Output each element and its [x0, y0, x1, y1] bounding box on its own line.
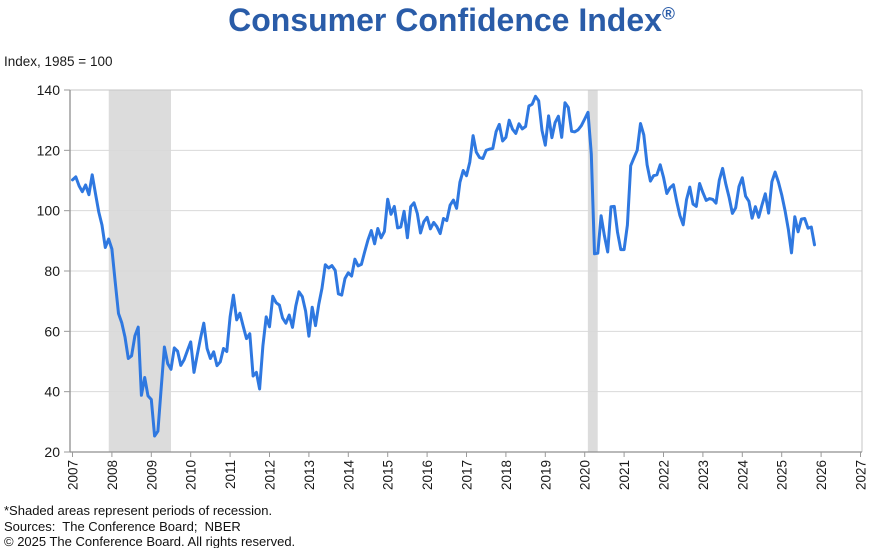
- registered-trademark-symbol: ®: [661, 3, 675, 24]
- page-title: Consumer Confidence Index®: [0, 2, 875, 39]
- y-tick-label: 60: [44, 323, 60, 339]
- page-title-text: Consumer Confidence Index: [228, 2, 662, 38]
- footnote-copyright: © 2025 The Conference Board. All rights …: [4, 534, 296, 548]
- y-tick-label: 100: [37, 203, 61, 219]
- cci-series-line: [71, 94, 816, 438]
- x-tick-label: 2019: [538, 460, 553, 490]
- x-tick-label: 2027: [854, 460, 869, 490]
- y-tick-label: 80: [44, 263, 60, 279]
- x-tick-label: 2018: [499, 460, 514, 490]
- x-tick-label: 2020: [578, 460, 593, 490]
- x-tick-label: 2007: [66, 460, 81, 490]
- x-tick-label: 2014: [341, 460, 356, 491]
- x-tick-label: 2022: [657, 460, 672, 490]
- y-tick-label: 20: [44, 444, 60, 460]
- x-tick-label: 2010: [184, 460, 199, 490]
- x-tick-label: 2013: [302, 460, 317, 490]
- x-tick-label: 2015: [381, 460, 396, 490]
- footnote-recession-note: *Shaded areas represent periods of reces…: [4, 503, 273, 518]
- y-axis-note: Index, 1985 = 100: [4, 54, 113, 69]
- y-tick-label: 120: [37, 142, 61, 158]
- y-tick-label: 40: [44, 384, 60, 400]
- x-tick-label: 2026: [814, 460, 829, 490]
- footnotes: *Shaded areas represent periods of reces…: [4, 503, 295, 548]
- y-tick-label: 140: [37, 82, 61, 98]
- footnote-sources: Sources: The Conference Board; NBER: [4, 518, 241, 534]
- x-tick-label: 2025: [775, 460, 790, 490]
- x-tick-label: 2016: [420, 460, 435, 490]
- x-tick-label: 2011: [223, 460, 238, 489]
- x-tick-label: 2009: [144, 460, 159, 490]
- x-tick-label: 2023: [696, 460, 711, 490]
- x-tick-label: 2008: [105, 460, 120, 490]
- x-tick-label: 2017: [460, 460, 475, 490]
- x-tick-label: 2021: [617, 460, 632, 490]
- x-tick-label: 2012: [263, 460, 278, 490]
- x-tick-label: 2024: [735, 460, 750, 491]
